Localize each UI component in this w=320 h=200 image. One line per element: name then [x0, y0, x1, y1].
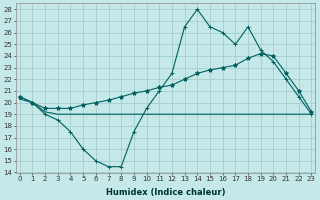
X-axis label: Humidex (Indice chaleur): Humidex (Indice chaleur): [106, 188, 225, 197]
